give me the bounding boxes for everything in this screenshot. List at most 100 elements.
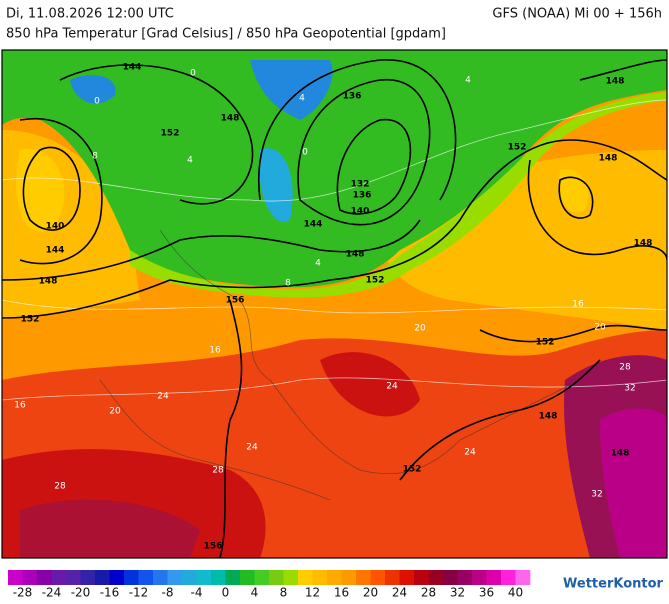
colorbar-swatch (153, 570, 168, 585)
geopotential-label: 152 (161, 129, 180, 139)
colorbar-swatch (196, 570, 212, 585)
geopotential-label: 148 (39, 277, 58, 287)
temperature-label: 28 (619, 363, 631, 373)
geopotential-label: 152 (508, 143, 527, 153)
temperature-label: 4 (187, 156, 193, 166)
colorbar-swatch (370, 570, 386, 585)
temperature-label: 8 (285, 279, 291, 289)
temperature-label: 16 (14, 401, 26, 411)
colorbar-swatch (341, 570, 357, 585)
map-frame (1, 49, 668, 559)
colorbar-swatch (109, 570, 125, 585)
geopotential-label: 132 (351, 180, 370, 190)
colorbar-swatch (95, 570, 110, 585)
geopotential-label: 136 (343, 92, 362, 102)
temperature-label: 20 (594, 323, 606, 333)
temperature-label: 24 (246, 443, 258, 453)
colorbar-swatch (399, 570, 415, 585)
geopotential-label: 140 (351, 207, 370, 217)
map-labels: 1441481521361401441481521321361401441481… (14, 63, 652, 552)
geopotential-label: 152 (366, 276, 385, 286)
temperature-label: 24 (157, 392, 169, 402)
geopotential-label: 156 (204, 542, 223, 552)
colorbar-swatch (515, 570, 531, 585)
colorbar-label: 0 (222, 586, 230, 600)
subtitle: 850 hPa Temperatur [Grad Celsius] / 850 … (6, 27, 446, 42)
colorbar-swatch (182, 570, 197, 585)
colorbar-label: 4 (251, 586, 259, 600)
colorbar-label: 24 (392, 586, 407, 600)
geopotential-label: 148 (539, 412, 558, 422)
colorbar-swatch (124, 570, 139, 585)
geopotential-label: 152 (403, 465, 422, 475)
colorbar-swatch (298, 570, 313, 585)
colorbar-swatch (312, 570, 328, 585)
colorbar-label: -28 (13, 586, 33, 600)
colorbar-swatch (240, 570, 255, 585)
temperature-label: 24 (464, 448, 476, 458)
colorbar-label: -12 (129, 586, 149, 600)
colorbar-label: -16 (100, 586, 120, 600)
model-run: GFS (NOAA) Mi 00 + 156h (492, 7, 662, 22)
colorbar-swatch (22, 570, 38, 585)
colorbar-swatch (457, 570, 473, 585)
temperature-label: 4 (299, 94, 305, 104)
temperature-label: 28 (212, 466, 224, 476)
colorbar-swatch (225, 570, 241, 585)
geopotential-label: 148 (606, 77, 625, 87)
colorbar-swatch (167, 570, 183, 585)
logo: WetterKontor (563, 577, 664, 592)
colorbar-swatch (80, 570, 96, 585)
colorbar-label: -20 (71, 586, 91, 600)
colorbar-swatch (269, 570, 284, 585)
colorbar-label: 32 (450, 586, 465, 600)
geopotential-label: 152 (536, 338, 555, 348)
colorbar-label: 12 (305, 586, 320, 600)
temperature-label: 4 (315, 259, 321, 269)
colorbar-swatch (356, 570, 371, 585)
temperature-label: 16 (572, 300, 584, 310)
geopotential-label: 144 (123, 63, 142, 73)
colorbar-swatch (283, 570, 299, 585)
temperature-label: 24 (386, 382, 398, 392)
colorbar-label: 36 (479, 586, 494, 600)
temperature-label: 20 (414, 324, 426, 334)
colorbar-swatch (51, 570, 67, 585)
colorbar-swatch (486, 570, 502, 585)
temperature-label: 20 (109, 407, 121, 417)
temperature-label: 28 (54, 482, 66, 492)
colorbar-label: -4 (191, 586, 203, 600)
colorbar-swatch (443, 570, 458, 585)
colorbar-swatch (8, 570, 23, 585)
temperature-label: 32 (624, 384, 635, 394)
colorbar-label: 20 (363, 586, 378, 600)
geopotential-label: 152 (21, 315, 40, 325)
colorbar-swatch (254, 570, 270, 585)
colorbar-swatch (66, 570, 81, 585)
geopotential-label: 148 (599, 154, 618, 164)
geopotential-label: 136 (353, 191, 372, 201)
colorbar-swatch (501, 570, 516, 585)
geopotential-label: 156 (226, 296, 245, 306)
colorbar-label: 40 (508, 586, 523, 600)
temperature-label: 0 (94, 97, 100, 107)
geopotential-label: 144 (304, 220, 323, 230)
colorbar: -28 -24 -20 -16 -12 -8 -4 0 4 8 12 16 20 24 28 32 36 40 (8, 570, 531, 600)
map-area (2, 50, 667, 558)
temperature-label: 32 (591, 490, 602, 500)
geopotential-label: 148 (634, 239, 653, 249)
date-time: Di, 11.08.2026 12:00 UTC (6, 7, 174, 22)
geopotential-label: 148 (221, 114, 240, 124)
colorbar-label: -24 (42, 586, 62, 600)
geopotential-label: 140 (46, 222, 65, 232)
colorbar-swatch (211, 570, 226, 585)
colorbar-swatch (138, 570, 154, 585)
geopotential-label: 148 (611, 449, 630, 459)
geopotential-label: 148 (346, 250, 365, 260)
geopotential-label: 144 (46, 246, 65, 256)
colorbar-label: 28 (421, 586, 436, 600)
colorbar-swatch (472, 570, 487, 585)
temperature-label: 0 (302, 148, 308, 158)
colorbar-swatch (414, 570, 429, 585)
